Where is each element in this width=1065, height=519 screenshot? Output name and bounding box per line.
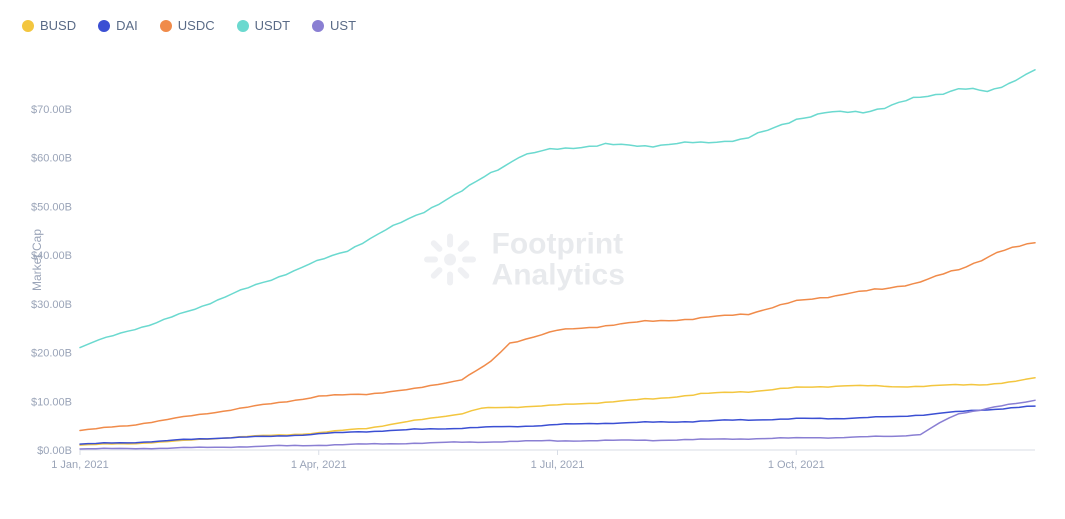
svg-text:$70.00B: $70.00B xyxy=(31,104,72,116)
swatch-icon xyxy=(237,20,249,32)
svg-text:$0.00B: $0.00B xyxy=(37,445,72,457)
svg-text:$20.00B: $20.00B xyxy=(31,348,72,360)
swatch-icon xyxy=(98,20,110,32)
legend-label: USDC xyxy=(178,18,215,33)
legend-item-ust[interactable]: UST xyxy=(312,18,356,33)
legend-label: BUSD xyxy=(40,18,76,33)
svg-text:$50.00B: $50.00B xyxy=(31,201,72,213)
svg-text:$40.00B: $40.00B xyxy=(31,250,72,262)
svg-text:1 Jul, 2021: 1 Jul, 2021 xyxy=(531,459,585,471)
svg-text:$30.00B: $30.00B xyxy=(31,299,72,311)
svg-text:$10.00B: $10.00B xyxy=(31,396,72,408)
swatch-icon xyxy=(160,20,172,32)
plot-area: $0.00B$10.00B$20.00B$30.00B$40.00B$50.00… xyxy=(80,50,1040,480)
chart-container: BUSD DAI USDC USDT UST Market Cap $0.00B… xyxy=(0,0,1065,519)
svg-text:$60.00B: $60.00B xyxy=(31,153,72,165)
svg-text:1 Oct, 2021: 1 Oct, 2021 xyxy=(768,459,825,471)
legend-item-dai[interactable]: DAI xyxy=(98,18,138,33)
swatch-icon xyxy=(312,20,324,32)
legend-label: UST xyxy=(330,18,356,33)
svg-text:1 Jan, 2021: 1 Jan, 2021 xyxy=(51,459,109,471)
legend-label: DAI xyxy=(116,18,138,33)
legend-item-usdt[interactable]: USDT xyxy=(237,18,290,33)
legend-item-busd[interactable]: BUSD xyxy=(22,18,76,33)
legend-item-usdc[interactable]: USDC xyxy=(160,18,215,33)
legend-label: USDT xyxy=(255,18,290,33)
svg-text:1 Apr, 2021: 1 Apr, 2021 xyxy=(291,459,347,471)
line-chart-svg: $0.00B$10.00B$20.00B$30.00B$40.00B$50.00… xyxy=(80,50,1040,480)
legend: BUSD DAI USDC USDT UST xyxy=(22,18,356,33)
swatch-icon xyxy=(22,20,34,32)
